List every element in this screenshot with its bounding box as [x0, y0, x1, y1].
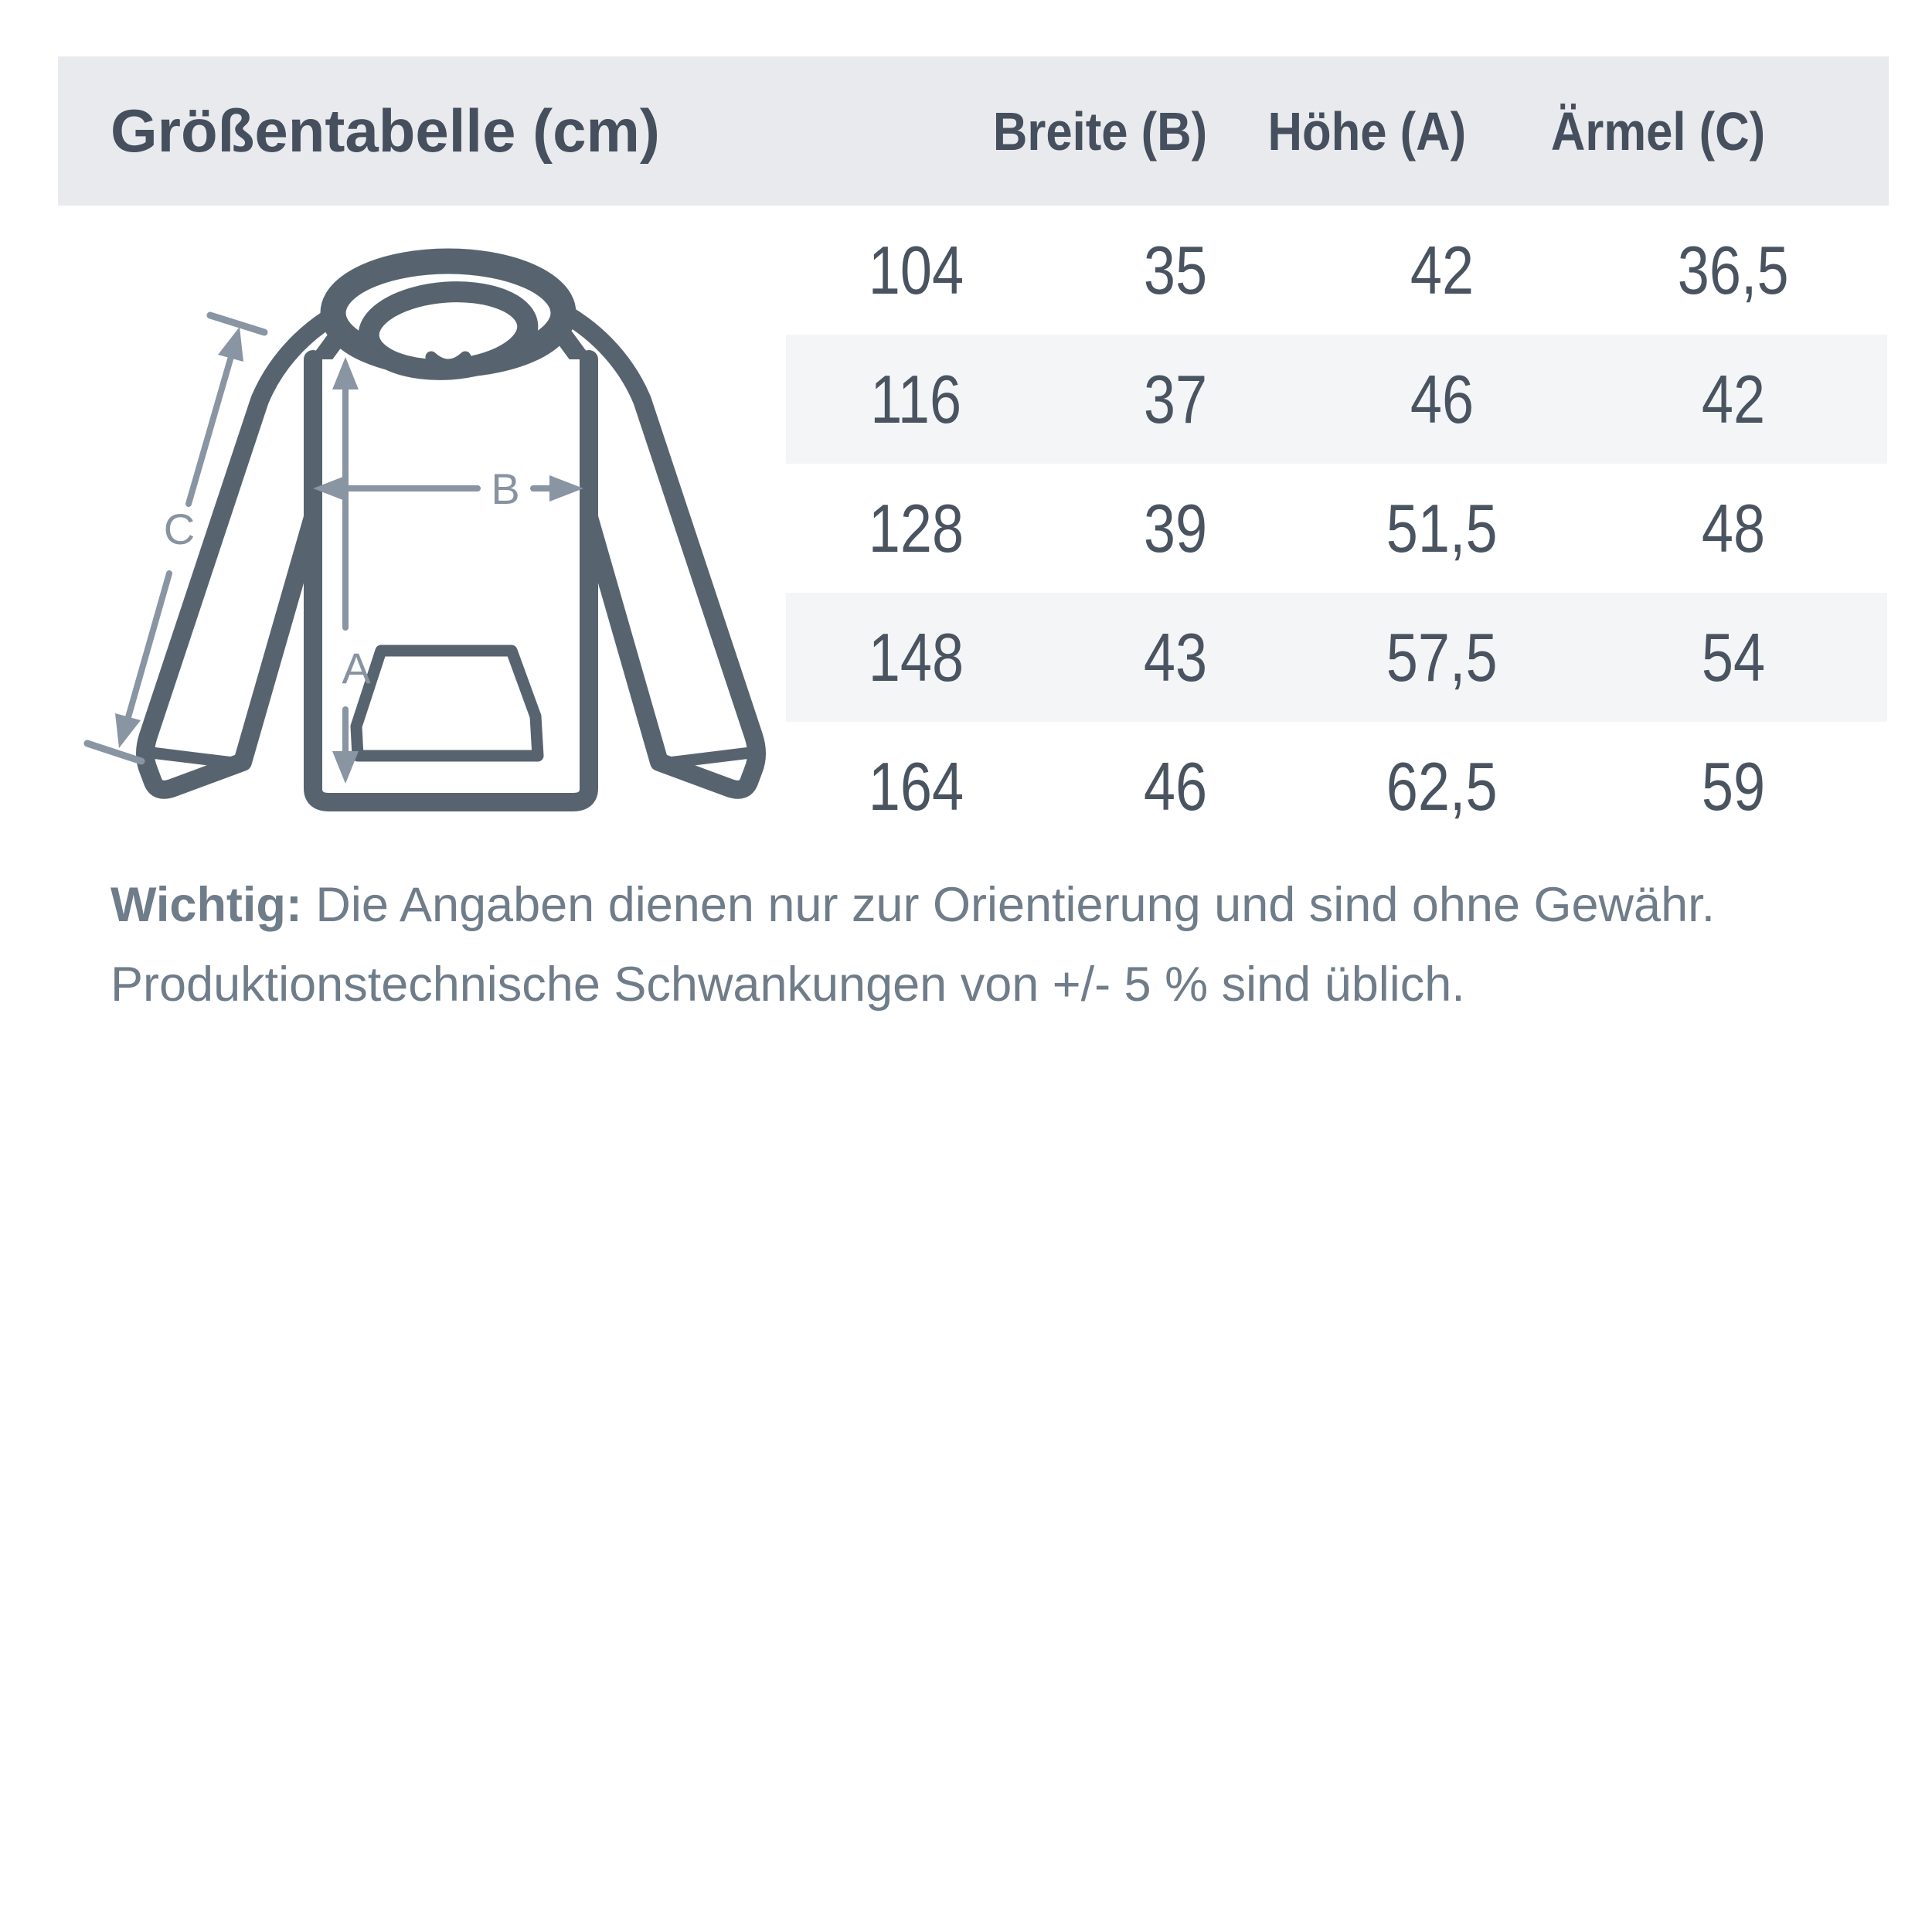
hoodie-left-cuff-seam: [145, 747, 246, 770]
cell-hoehe: 57,5: [1386, 618, 1498, 696]
note-line-2: Produktionstechnische Schwankungen von +…: [111, 945, 1880, 1025]
note-text-2: Produktionstechnische Schwankungen von +…: [111, 957, 1465, 1012]
cell-size: 148: [868, 618, 964, 696]
size-table: 104 35 42 36,5 116 37 46 42 128 39 51,5 …: [786, 206, 1887, 851]
note-text-1: Die Angaben dienen nur zur Orientierung …: [315, 878, 1716, 932]
cell-breite: 37: [1143, 360, 1207, 437]
table-row: 148 43 57,5 54: [786, 593, 1887, 722]
cell-aermel: 48: [1701, 489, 1766, 566]
cell-aermel: 42: [1701, 360, 1766, 437]
cell-hoehe: 51,5: [1386, 489, 1498, 566]
measure-tick-c-bottom: [83, 740, 145, 765]
cell-hoehe: 62,5: [1386, 747, 1498, 825]
column-headers: Breite (B) Höhe (A) Ärmel (C): [711, 56, 1812, 206]
table-row: 104 35 42 36,5: [786, 206, 1887, 335]
kangaroo-pocket: [350, 645, 544, 762]
hoodie-right-cuff-seam: [656, 747, 757, 770]
cell-size: 104: [868, 231, 964, 308]
size-chart-header-bar: Größentabelle (cm) Breite (B) Höhe (A) Ä…: [58, 56, 1889, 206]
hoodie-diagram-svg: A B C: [83, 248, 766, 811]
cell-breite: 35: [1143, 231, 1207, 308]
table-row: 128 39 51,5 48: [786, 464, 1887, 593]
measure-label-a: A: [342, 644, 371, 692]
cell-breite: 43: [1143, 618, 1207, 696]
size-chart-title: Größentabelle (cm): [111, 97, 660, 165]
cell-size: 128: [868, 489, 964, 566]
measure-arrow-c: [83, 311, 268, 765]
note-line-1: Wichtig: Die Angaben dienen nur zur Orie…: [111, 866, 1880, 945]
column-header-aermel: Ärmel (C): [1551, 100, 1766, 162]
hoodie-measurement-illustration: A B C: [62, 209, 796, 850]
cell-aermel: 54: [1701, 618, 1766, 696]
measure-label-b: B: [491, 464, 519, 513]
column-header-breite: Breite (B): [992, 100, 1208, 162]
cell-aermel: 36,5: [1678, 231, 1789, 308]
important-note: Wichtig: Die Angaben dienen nur zur Orie…: [111, 866, 1880, 1025]
cell-size: 164: [868, 747, 964, 825]
table-row: 164 46 62,5 59: [786, 722, 1887, 851]
table-row: 116 37 46 42: [786, 335, 1887, 464]
column-header-hoehe: Höhe (A): [1267, 100, 1467, 162]
cell-breite: 46: [1143, 747, 1207, 825]
measure-label-c: C: [164, 505, 195, 553]
measure-arrow-b: [313, 475, 583, 502]
cell-aermel: 59: [1701, 747, 1766, 825]
cell-size: 116: [870, 360, 961, 437]
measure-tick-c-top: [206, 311, 268, 336]
cell-hoehe: 42: [1410, 231, 1475, 308]
note-label: Wichtig:: [111, 878, 302, 932]
hood-neck-dip: [425, 351, 471, 371]
cell-hoehe: 46: [1410, 360, 1475, 437]
cell-breite: 39: [1143, 489, 1207, 566]
